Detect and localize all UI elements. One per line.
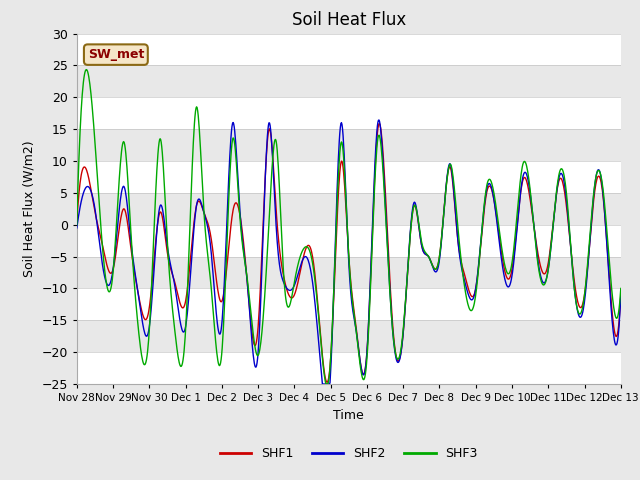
Legend: SHF1, SHF2, SHF3: SHF1, SHF2, SHF3: [214, 443, 483, 465]
X-axis label: Time: Time: [333, 408, 364, 421]
Bar: [77, 34, 621, 65]
Y-axis label: Soil Heat Flux (W/m2): Soil Heat Flux (W/m2): [23, 141, 36, 277]
Bar: [77, 161, 621, 193]
Bar: [77, 352, 621, 384]
Text: SW_met: SW_met: [88, 48, 144, 61]
Bar: [77, 225, 621, 257]
Bar: [77, 97, 621, 129]
Title: Soil Heat Flux: Soil Heat Flux: [292, 11, 406, 29]
Bar: [77, 288, 621, 320]
